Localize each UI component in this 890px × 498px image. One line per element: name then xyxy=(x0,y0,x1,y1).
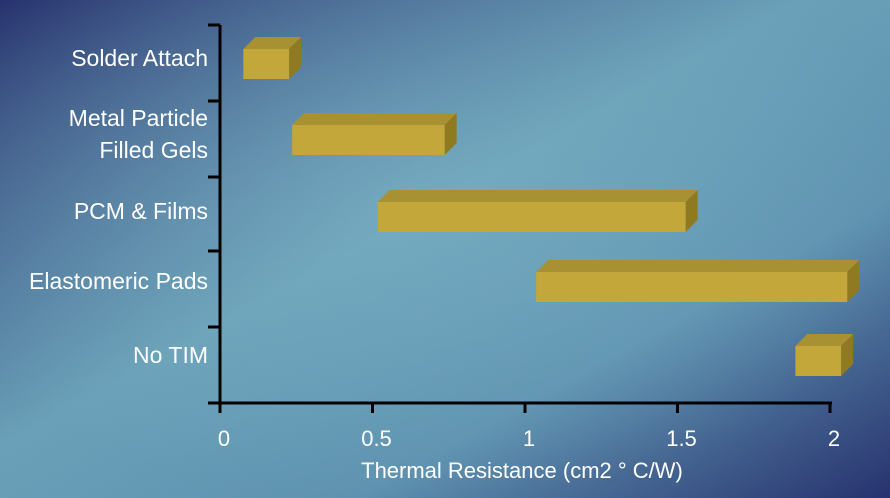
axes-layer xyxy=(208,23,832,413)
bar-top-face xyxy=(292,113,457,125)
category-label: Metal Particle xyxy=(69,105,208,131)
category-label: Elastomeric Pads xyxy=(29,268,208,294)
bars-layer xyxy=(243,37,860,376)
x-tick-label: 0 xyxy=(218,426,230,451)
x-tick-label: 1 xyxy=(523,426,535,451)
bar-front-face xyxy=(292,125,445,155)
labels-layer: 0 0.5 1 1.5 2 Solder Attach Metal Particle Fill… xyxy=(29,45,840,451)
bar-5 xyxy=(795,334,854,376)
bar-side-face xyxy=(841,334,854,376)
bar-4 xyxy=(536,260,860,302)
category-label: No TIM xyxy=(133,342,208,368)
category-label: Solder Attach xyxy=(71,45,208,71)
bar-top-face xyxy=(243,37,302,49)
bar-1 xyxy=(243,37,302,79)
x-tick-label: 0.5 xyxy=(361,426,392,451)
category-label: PCM & Films xyxy=(74,198,208,224)
bar-top-face xyxy=(377,190,698,202)
bar-side-face xyxy=(444,113,457,155)
x-tick-label: 2 xyxy=(828,426,840,451)
bar-side-face xyxy=(289,37,302,79)
x-axis-title: Thermal Resistance (cm2 ° C/W) xyxy=(361,458,683,483)
bar-top-face xyxy=(536,260,860,272)
bar-top-face xyxy=(795,334,854,346)
bar-side-face xyxy=(847,260,860,302)
bar-side-face xyxy=(685,190,698,232)
bar-2 xyxy=(292,113,457,155)
bar-3 xyxy=(377,190,698,232)
bar-front-face xyxy=(536,272,848,302)
x-tick-label: 1.5 xyxy=(666,426,697,451)
category-label: Filled Gels xyxy=(99,137,208,163)
bar-front-face xyxy=(377,202,686,232)
bar-front-face xyxy=(243,49,290,79)
bar-front-face xyxy=(795,346,842,376)
